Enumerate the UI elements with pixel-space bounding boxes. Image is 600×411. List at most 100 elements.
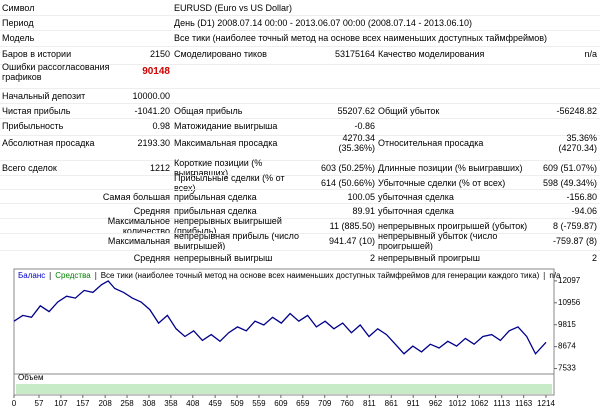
- cell-label: Всего сделок: [2, 163, 57, 173]
- row-separator: [0, 250, 600, 251]
- cell-value: 2193.30: [137, 138, 170, 148]
- x-tick-label: 358: [164, 399, 178, 408]
- volume-area: [16, 384, 552, 394]
- cell-label: Матожидание выигрыша: [174, 121, 278, 131]
- cell-label: Абсолютная просадка: [2, 138, 95, 148]
- x-tick-label: 308: [142, 399, 156, 408]
- cell-label: Прибыльные сделки (% от всех): [174, 173, 285, 193]
- row-separator: [0, 64, 600, 65]
- cell-value: Самая большая: [102, 192, 170, 202]
- cell-value: 0.98: [152, 121, 170, 131]
- y-tick-label: 10956: [558, 298, 581, 307]
- cell-value: 614 (50.66%): [320, 178, 375, 188]
- cell-label: Относительная просадка: [378, 138, 484, 148]
- cell-value: -56248.82: [556, 106, 597, 116]
- cell-label: прибыльная сделка: [174, 192, 257, 202]
- row-separator: [0, 118, 600, 119]
- cell-value: 90148: [142, 66, 170, 77]
- row-separator: [0, 203, 600, 204]
- cell-label: Общая прибыль: [174, 106, 243, 116]
- row-separator: [0, 88, 600, 89]
- cell-label: Чистая прибыль: [2, 106, 71, 116]
- x-tick-label: 1214: [537, 399, 555, 408]
- cell-value: 609 (51.07%): [542, 163, 597, 173]
- cell-value: 941.47 (10): [328, 236, 375, 246]
- cell-label: убыточная сделка: [378, 206, 454, 216]
- row-separator: [0, 233, 600, 234]
- y-tick-label: 7533: [558, 364, 576, 373]
- cell-value: n/a: [584, 49, 597, 59]
- cell-label: непрерывных проигрышей (убыток): [378, 221, 528, 231]
- x-tick-label: 258: [120, 399, 134, 408]
- x-tick-label: 962: [429, 399, 443, 408]
- cell-label: непрерывный проигрыш: [378, 253, 480, 263]
- cell-value: 1212: [149, 163, 170, 173]
- x-tick-label: 1163: [515, 399, 533, 408]
- cell-label: Период: [2, 18, 34, 28]
- cell-value: Максимальное количество: [107, 216, 170, 236]
- cell-value: -759.87 (8): [552, 236, 597, 246]
- cell-value: Максимальная: [107, 236, 170, 246]
- cell-value: -1041.20: [134, 106, 170, 116]
- cell-label: прибыльная сделка: [174, 206, 257, 216]
- cell-label: непрерывный выигрыш: [174, 253, 273, 263]
- cell-label: Длинные позиции (% выигравших): [378, 163, 523, 173]
- x-tick-label: 57: [35, 399, 44, 408]
- cell-value: 4270.34 (35.36%): [338, 133, 375, 153]
- chart-frame: [13, 268, 555, 396]
- cell-value: 35.36% (4270.34): [558, 133, 597, 153]
- x-tick-label: 107: [54, 399, 68, 408]
- cell-label: EURUSD (Euro vs US Dollar): [174, 3, 293, 13]
- x-tick-label: 709: [318, 399, 332, 408]
- cell-label: Короткие позиции (% выигравших): [174, 158, 263, 178]
- cell-value: 53175164: [334, 49, 375, 59]
- row-separator: [0, 175, 600, 176]
- x-tick-label: 760: [340, 399, 354, 408]
- legend-entry: Средства: [55, 271, 91, 280]
- row-separator: [0, 103, 600, 104]
- row-separator: [0, 218, 600, 219]
- legend-entry: n/a: [549, 271, 561, 280]
- cell-label: Все тики (наиболее точный метод на основ…: [174, 33, 547, 43]
- row-separator: [0, 30, 600, 31]
- x-tick-label: 811: [363, 399, 376, 408]
- row-separator: [0, 160, 600, 161]
- cell-value: 11 (885.50): [329, 221, 375, 231]
- x-tick-label: 911: [407, 399, 420, 408]
- x-tick-label: 1012: [449, 399, 467, 408]
- cell-label: Ошибки рассогласования графиков: [2, 62, 110, 82]
- x-tick-label: 509: [230, 399, 244, 408]
- x-tick-label: 559: [252, 399, 266, 408]
- cell-label: Смоделировано тиков: [174, 49, 267, 59]
- cell-label: Качество моделирования: [378, 49, 485, 59]
- cell-label: Убыточные сделки (% от всех): [378, 178, 506, 188]
- cell-label: непрерывный убыток (число проигрышей): [378, 231, 498, 251]
- cell-label: Общий убыток: [378, 106, 440, 116]
- cell-value: 603 (50.25%): [320, 163, 375, 173]
- balance-line: [13, 280, 547, 355]
- row-separator: [0, 135, 600, 136]
- x-tick-label: 861: [385, 399, 399, 408]
- cell-label: Прибыльность: [2, 121, 64, 131]
- cell-label: непрерывных выигрышей (прибыль): [174, 216, 282, 236]
- cell-value: 8 (-759.87): [552, 221, 597, 231]
- cell-label: непрерывная прибыль (число выигрышей): [174, 231, 300, 251]
- cell-value: -156.80: [566, 192, 597, 202]
- cell-label: Баров в истории: [2, 49, 72, 59]
- cell-label: День (D1) 2008.07.14 00:00 - 2013.06.07 …: [174, 18, 472, 28]
- cell-label: убыточная сделка: [378, 192, 454, 202]
- y-tick-label: 12097: [558, 276, 581, 285]
- x-tick-label: 0: [12, 399, 17, 408]
- x-tick-label: 609: [274, 399, 288, 408]
- cell-value: 598 (49.34%): [542, 178, 597, 188]
- cell-value: 10000.00: [132, 91, 170, 101]
- y-tick-label: 8674: [558, 342, 576, 351]
- cell-value: Средняя: [133, 206, 170, 216]
- row-separator: [0, 189, 600, 190]
- y-tick-label: 9815: [558, 320, 576, 329]
- cell-value: 2: [591, 253, 597, 263]
- cell-value: -0.86: [354, 121, 375, 131]
- cell-value: 2150: [149, 49, 170, 59]
